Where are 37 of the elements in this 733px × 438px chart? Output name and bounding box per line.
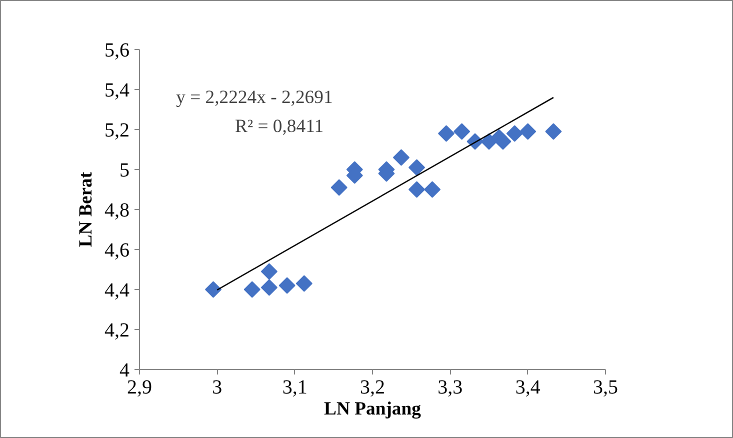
y-tick-label: 5,6 (104, 40, 130, 62)
point (244, 281, 260, 298)
point (330, 179, 348, 196)
point (260, 279, 278, 296)
point (520, 123, 536, 140)
point (392, 149, 410, 166)
point (424, 181, 441, 198)
point (296, 275, 312, 292)
y-tick-label: 4,2 (104, 320, 130, 342)
x-axis-title: LN Panjang (324, 398, 422, 420)
point (205, 281, 222, 298)
y-tick-label: 4 (120, 360, 130, 382)
x-tick-label: 3,3 (438, 376, 463, 398)
y-tick-label: 4,8 (104, 200, 130, 222)
y-tick-label: 4,6 (104, 240, 130, 262)
x-tick-label: 3,2 (360, 376, 385, 398)
x-tick-label: 2,9 (127, 376, 152, 398)
point (454, 123, 470, 140)
point (494, 133, 512, 150)
point (506, 125, 523, 142)
point (408, 181, 426, 198)
y-tick-label: 4,4 (104, 280, 130, 302)
point (260, 263, 278, 280)
y-tick-label: 5,2 (104, 120, 130, 142)
annotation: y = 2,2224x - 2,2691 (176, 87, 333, 108)
point (278, 277, 296, 294)
x-tick-label: 3,1 (282, 376, 308, 398)
y-axis-title: LN Berat (76, 171, 96, 248)
x-tick-label: 3,4 (515, 376, 540, 398)
point (545, 123, 562, 140)
y-tick-label: 5,4 (104, 80, 130, 102)
y-tick-label: 5 (120, 160, 130, 182)
point (408, 159, 426, 176)
x-tick-label: 3 (212, 376, 222, 398)
point (438, 125, 455, 142)
annotation: R² = 0,8411 (235, 116, 324, 137)
x-tick-label: 3,5 (593, 376, 618, 398)
